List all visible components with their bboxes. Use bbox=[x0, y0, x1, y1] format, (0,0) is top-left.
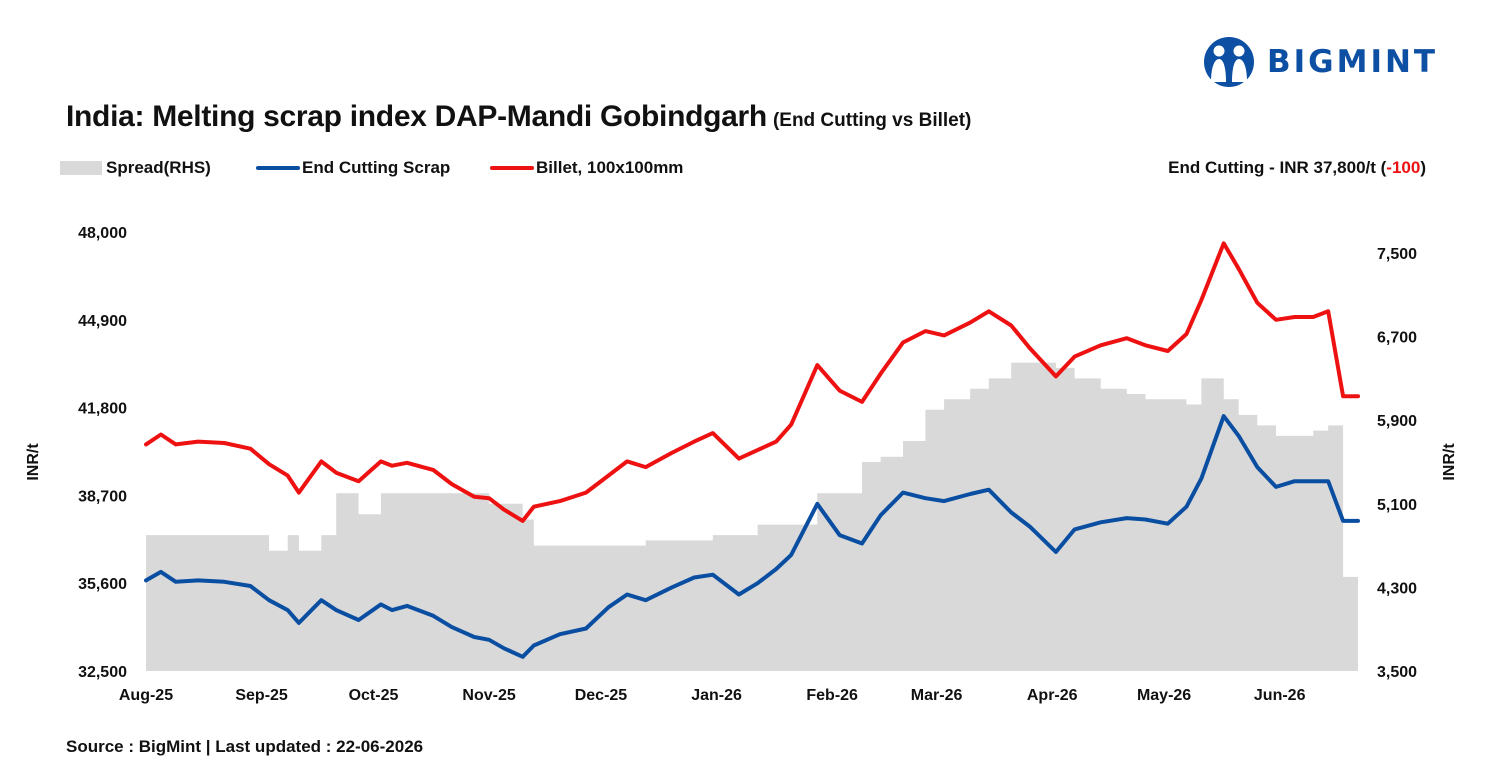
x-tick-label: Aug-25 bbox=[119, 687, 173, 704]
left-tick-label: 38,700 bbox=[78, 488, 127, 505]
people-logo-icon bbox=[1204, 37, 1254, 87]
left-axis-title: INR/t bbox=[25, 443, 42, 481]
right-tick-label: 4,300 bbox=[1377, 580, 1417, 597]
spread-area-layer bbox=[146, 362, 1358, 671]
x-tick-label: May-26 bbox=[1137, 687, 1191, 704]
chart-title: India: Melting scrap index DAP-Mandi Gob… bbox=[66, 100, 971, 134]
left-tick-label: 44,900 bbox=[78, 313, 127, 330]
x-tick-label: Sep-25 bbox=[235, 687, 288, 704]
x-tick-label: Jun-26 bbox=[1254, 687, 1306, 704]
right-axis-title: INR/t bbox=[1441, 443, 1458, 481]
legend-swatch-billet bbox=[490, 166, 534, 170]
legend-label-spread: Spread(RHS) bbox=[106, 158, 211, 177]
left-axis-ticks: 32,500 35,600 38,700 41,800 44,900 48,000 bbox=[78, 225, 127, 681]
price-note: End Cutting - INR 37,800/t (-100) bbox=[1168, 158, 1426, 178]
x-axis-ticks: Aug-25 Sep-25 Oct-25 Nov-25 Dec-25 Jan-26 Feb-… bbox=[119, 687, 1306, 704]
left-tick-label: 41,800 bbox=[78, 401, 127, 418]
spread-area bbox=[146, 362, 1358, 671]
x-tick-label: Dec-25 bbox=[575, 687, 628, 704]
x-tick-label: Nov-25 bbox=[462, 687, 515, 704]
title-main: India: Melting scrap index DAP-Mandi Gob… bbox=[66, 100, 767, 133]
right-tick-label: 3,500 bbox=[1377, 664, 1417, 681]
x-tick-label: Oct-25 bbox=[349, 687, 399, 704]
left-tick-label: 32,500 bbox=[78, 664, 127, 681]
right-tick-label: 7,500 bbox=[1377, 246, 1417, 263]
legend-item-spread: Spread(RHS) bbox=[60, 158, 211, 178]
billet-series-line bbox=[144, 241, 1360, 523]
legend-item-scrap: End Cutting Scrap bbox=[256, 158, 450, 178]
scrap-series-line bbox=[144, 414, 1360, 659]
x-tick-label: Jan-26 bbox=[691, 687, 742, 704]
legend-label-scrap: End Cutting Scrap bbox=[302, 158, 451, 177]
x-tick-label: Mar-26 bbox=[911, 687, 963, 704]
price-note-change: -100 bbox=[1386, 158, 1421, 177]
right-tick-label: 5,100 bbox=[1377, 497, 1417, 514]
title-subtitle: (End Cutting vs Billet) bbox=[772, 110, 972, 131]
legend-item-billet: Billet, 100x100mm bbox=[490, 158, 683, 178]
left-tick-label: 48,000 bbox=[78, 225, 127, 242]
right-tick-label: 6,700 bbox=[1377, 330, 1417, 347]
price-note-text: End Cutting - INR 37,800/t ( bbox=[1168, 158, 1387, 177]
source-note: Source : BigMint | Last updated : 22-06-… bbox=[66, 737, 424, 756]
right-axis-ticks: 3,500 4,300 5,100 5,900 6,700 7,500 bbox=[1377, 246, 1417, 681]
price-note-close: ) bbox=[1420, 158, 1426, 177]
brand-name: BIGMINT bbox=[1267, 44, 1439, 80]
legend-swatch-spread bbox=[60, 161, 102, 175]
x-tick-label: Feb-26 bbox=[806, 687, 858, 704]
legend-swatch-scrap bbox=[256, 166, 300, 170]
left-tick-label: 35,600 bbox=[78, 576, 127, 593]
right-tick-label: 5,900 bbox=[1377, 413, 1417, 430]
series-lines-layer bbox=[144, 241, 1360, 659]
x-tick-label: Apr-26 bbox=[1027, 687, 1078, 704]
legend-label-billet: Billet, 100x100mm bbox=[536, 158, 684, 177]
bigmint-logo: BIGMINT bbox=[1203, 34, 1473, 90]
